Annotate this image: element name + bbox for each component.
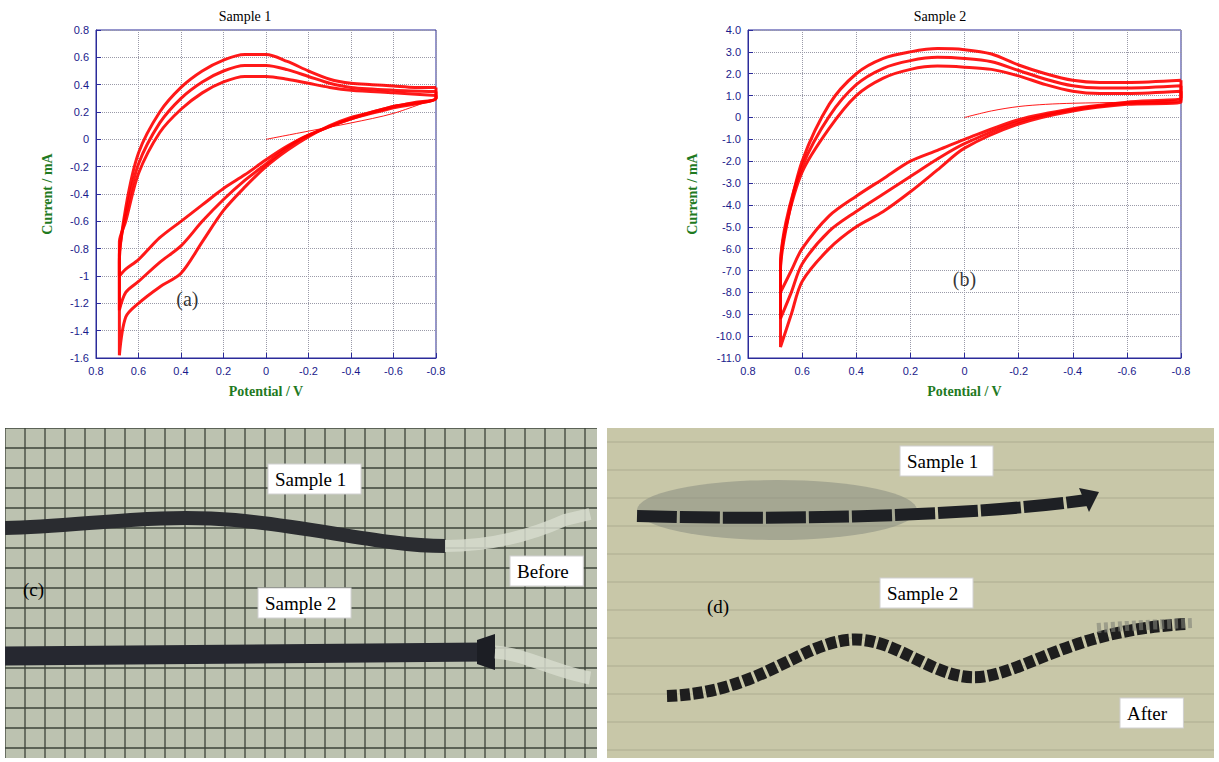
svg-text:-6.0: -6.0 — [722, 243, 741, 255]
svg-text:Sample 2: Sample 2 — [887, 583, 958, 604]
svg-text:-0.2: -0.2 — [299, 365, 318, 377]
svg-text:After: After — [1127, 703, 1168, 724]
svg-text:(c): (c) — [23, 579, 44, 601]
svg-text:2.0: 2.0 — [726, 68, 741, 80]
svg-text:0.2: 0.2 — [216, 365, 231, 377]
svg-text:Sample 1: Sample 1 — [219, 9, 272, 24]
svg-text:0.4: 0.4 — [849, 365, 864, 377]
svg-text:-8.0: -8.0 — [722, 286, 741, 298]
svg-text:(d): (d) — [707, 596, 729, 618]
svg-text:-10.0: -10.0 — [716, 330, 741, 342]
svg-text:0.2: 0.2 — [903, 365, 918, 377]
svg-text:-0.8: -0.8 — [70, 243, 89, 255]
svg-text:0.6: 0.6 — [74, 51, 89, 63]
svg-text:(b): (b) — [953, 268, 976, 291]
svg-text:0: 0 — [83, 133, 89, 145]
svg-text:0.4: 0.4 — [74, 79, 89, 91]
svg-text:0: 0 — [961, 365, 967, 377]
svg-text:-0.6: -0.6 — [384, 365, 403, 377]
svg-text:-2.0: -2.0 — [722, 155, 741, 167]
svg-text:0.2: 0.2 — [74, 106, 89, 118]
svg-text:-0.4: -0.4 — [1063, 365, 1082, 377]
svg-text:-0.4: -0.4 — [342, 365, 361, 377]
svg-text:-0.2: -0.2 — [1009, 365, 1028, 377]
svg-text:-0.6: -0.6 — [70, 215, 89, 227]
svg-text:-3.0: -3.0 — [722, 177, 741, 189]
svg-text:0.8: 0.8 — [740, 365, 755, 377]
svg-text:Current / mA: Current / mA — [685, 152, 700, 234]
svg-text:-5.0: -5.0 — [722, 221, 741, 233]
svg-text:Sample 2: Sample 2 — [914, 9, 967, 24]
svg-text:0: 0 — [263, 365, 269, 377]
svg-text:Potential / V: Potential / V — [927, 384, 1001, 399]
svg-text:-7.0: -7.0 — [722, 265, 741, 277]
svg-text:Sample 1: Sample 1 — [907, 451, 978, 472]
svg-text:3.0: 3.0 — [726, 46, 741, 58]
svg-text:Potential / V: Potential / V — [229, 384, 303, 399]
svg-text:Sample 1: Sample 1 — [275, 469, 346, 490]
svg-text:4.0: 4.0 — [726, 24, 741, 36]
svg-text:0.6: 0.6 — [131, 365, 146, 377]
svg-text:-9.0: -9.0 — [722, 308, 741, 320]
svg-text:0.8: 0.8 — [74, 24, 89, 36]
svg-text:-1.4: -1.4 — [70, 325, 89, 337]
svg-text:-0.6: -0.6 — [1117, 365, 1136, 377]
svg-text:Sample 2: Sample 2 — [265, 593, 336, 614]
svg-text:0: 0 — [735, 111, 741, 123]
svg-text:0.4: 0.4 — [173, 365, 188, 377]
svg-text:-4.0: -4.0 — [722, 199, 741, 211]
svg-text:-0.4: -0.4 — [70, 188, 89, 200]
svg-text:Current / mA: Current / mA — [40, 152, 55, 234]
svg-text:-1: -1 — [79, 270, 89, 282]
svg-text:-0.2: -0.2 — [70, 161, 89, 173]
svg-text:-1.0: -1.0 — [722, 133, 741, 145]
svg-text:-1.6: -1.6 — [70, 352, 89, 364]
svg-text:0.6: 0.6 — [794, 365, 809, 377]
svg-text:-0.8: -0.8 — [1172, 365, 1191, 377]
svg-text:Before: Before — [517, 561, 569, 582]
svg-text:-11.0: -11.0 — [717, 352, 741, 364]
svg-text:(a): (a) — [176, 288, 198, 311]
svg-text:0.8: 0.8 — [88, 365, 103, 377]
svg-text:-0.8: -0.8 — [427, 365, 446, 377]
svg-text:-1.2: -1.2 — [70, 297, 89, 309]
svg-text:1.0: 1.0 — [726, 90, 741, 102]
